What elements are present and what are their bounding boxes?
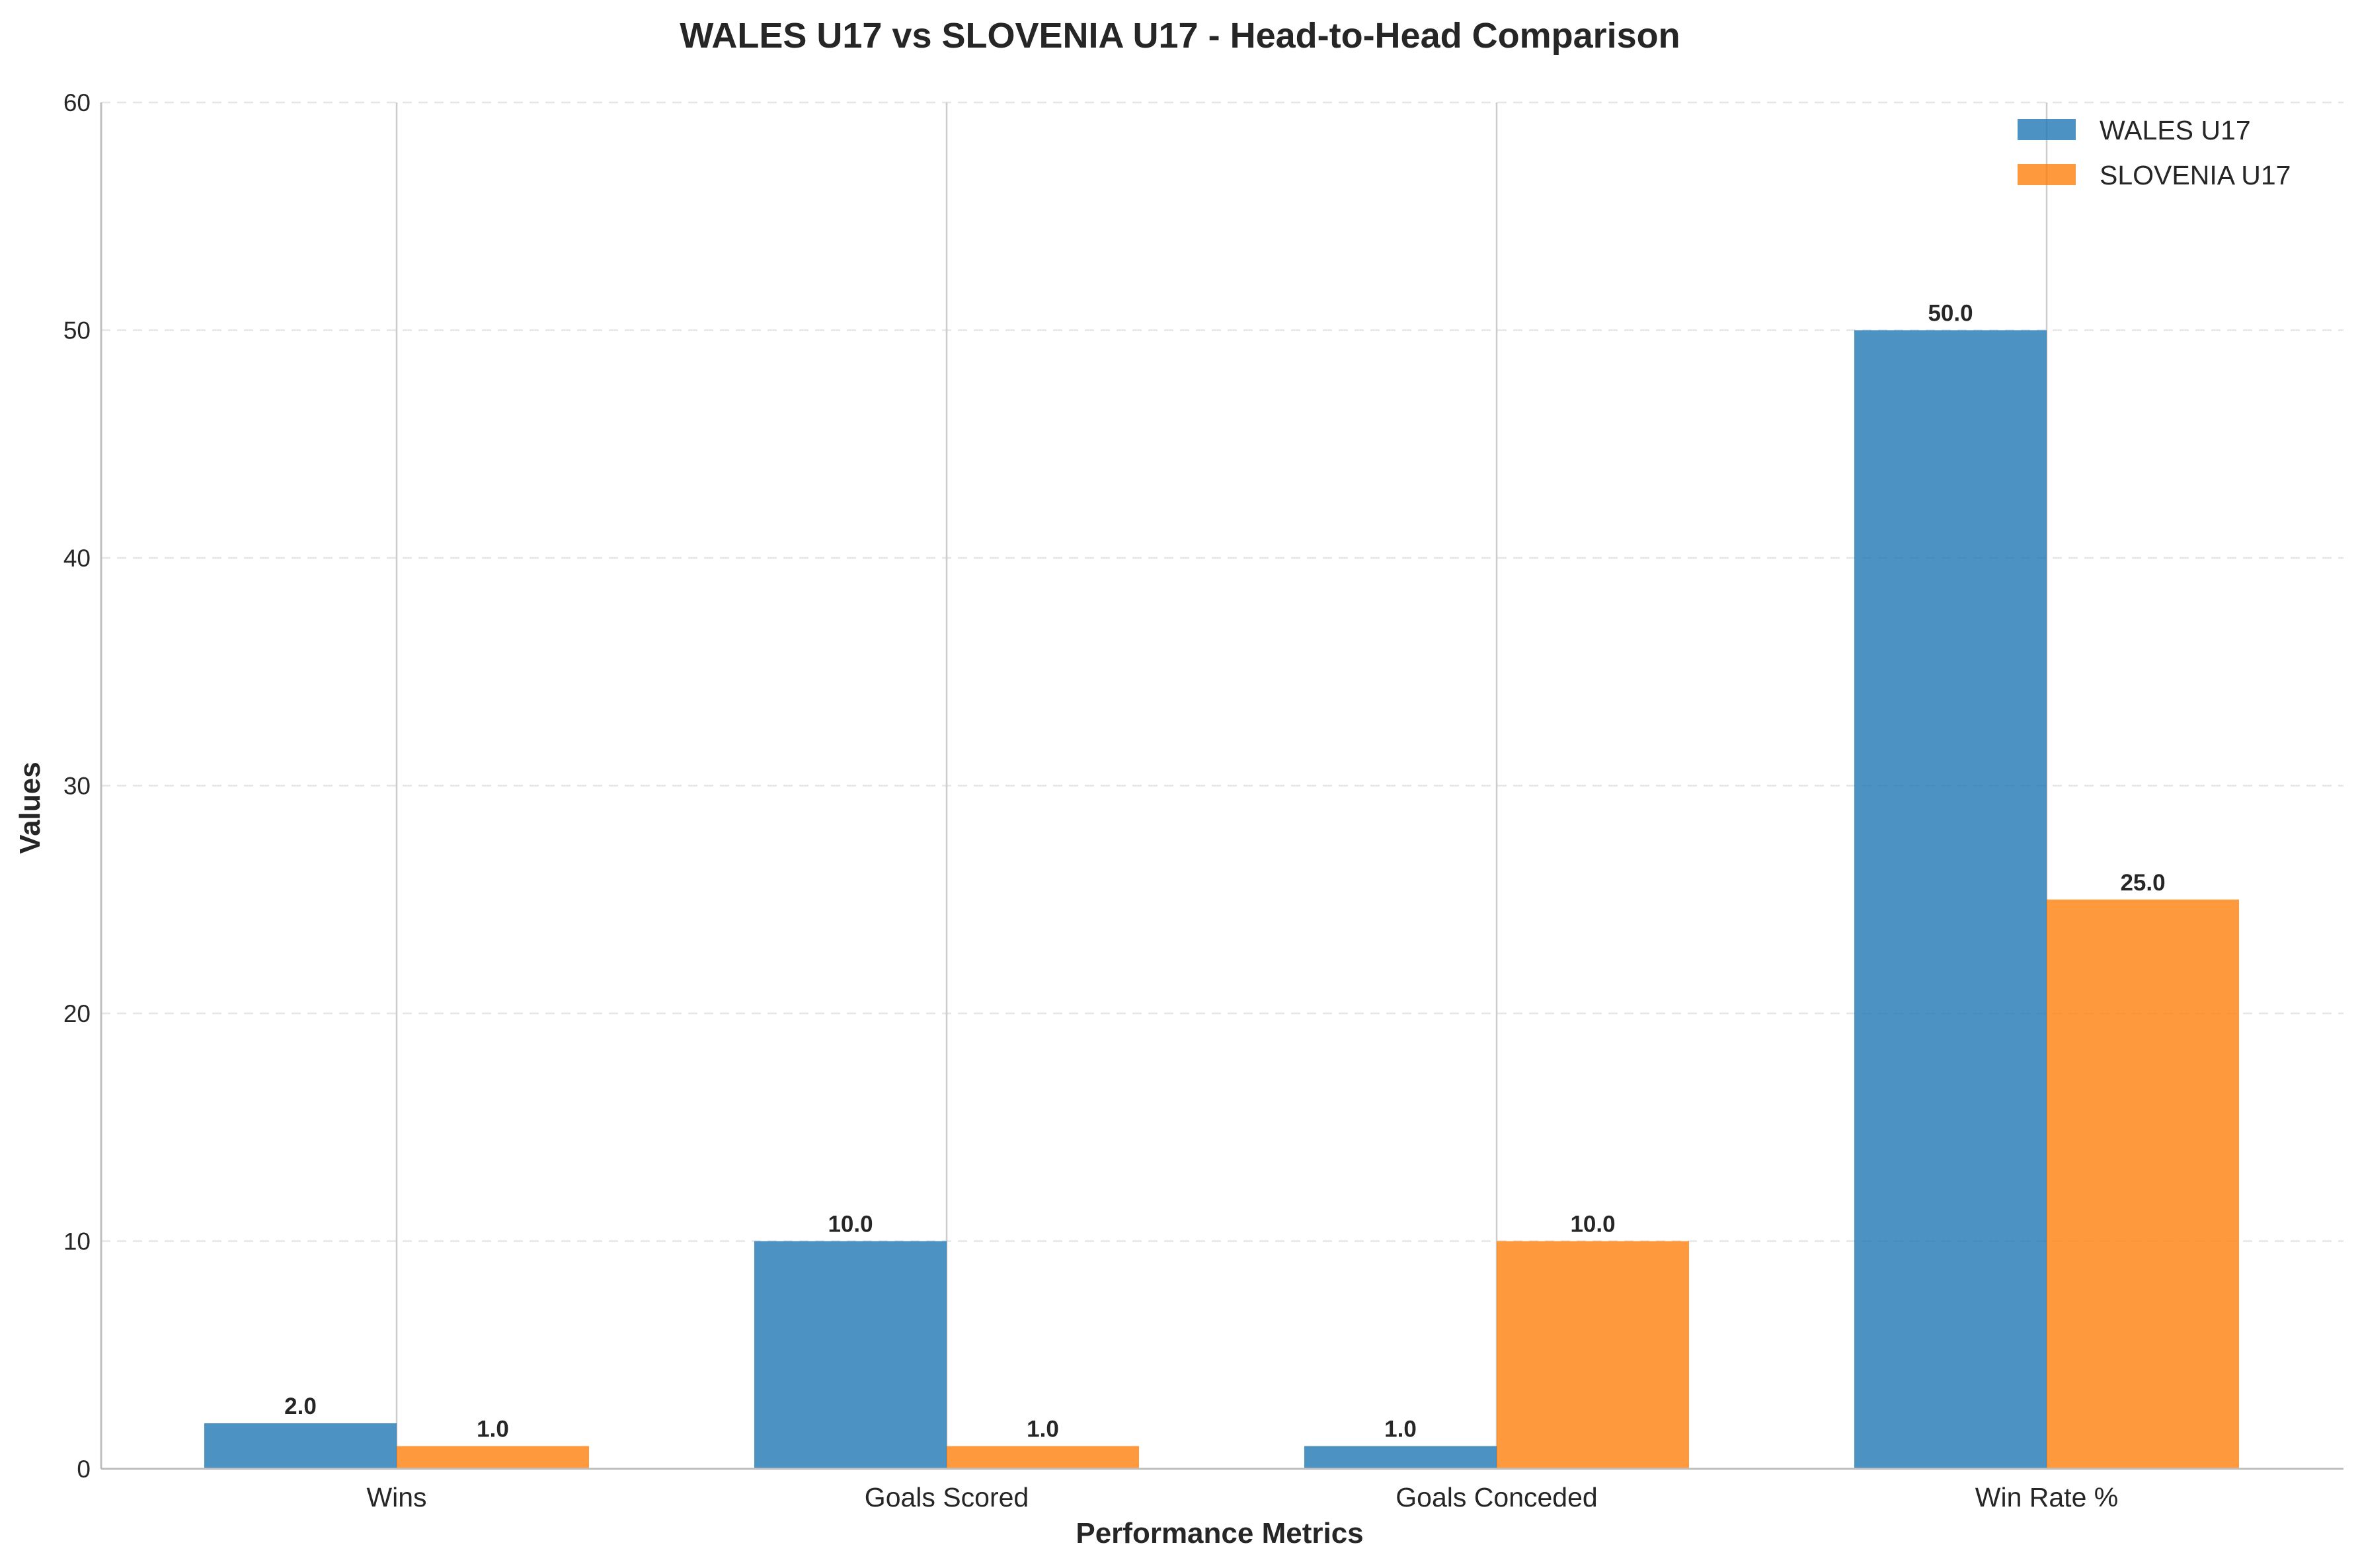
x-tick-label: Goals Scored bbox=[865, 1482, 1029, 1512]
y-tick-label: 30 bbox=[63, 773, 91, 800]
y-tick-label: 0 bbox=[77, 1456, 91, 1483]
bar-value-label: 1.0 bbox=[1027, 1417, 1059, 1442]
bar-value-label: 50.0 bbox=[1928, 301, 1973, 327]
x-tick-label: Win Rate % bbox=[1975, 1482, 2118, 1512]
y-tick-label: 20 bbox=[63, 1000, 91, 1027]
x-tick-label: Goals Conceded bbox=[1396, 1482, 1597, 1512]
y-tick-label: 40 bbox=[63, 545, 91, 572]
bar-value-label: 10.0 bbox=[1570, 1212, 1615, 1237]
bar bbox=[2047, 899, 2239, 1469]
bar bbox=[1854, 330, 2047, 1469]
bar bbox=[754, 1241, 947, 1469]
legend-label: SLOVENIA U17 bbox=[2100, 160, 2291, 190]
bar-value-label: 1.0 bbox=[477, 1417, 509, 1442]
bar bbox=[1497, 1241, 1689, 1469]
legend-swatch bbox=[2018, 164, 2076, 185]
data-labels: 2.0 10.0 1.0 50.0 1.0 1.0 10.0 25.0 bbox=[284, 301, 2165, 1442]
bar-value-label: 10.0 bbox=[828, 1212, 873, 1237]
axes: 0 10 20 30 40 50 60 Wins Goals Scored Goals Conce… bbox=[63, 89, 2343, 1512]
legend-label: WALES U17 bbox=[2100, 115, 2251, 145]
y-tick-label: 50 bbox=[63, 317, 91, 344]
bar bbox=[397, 1446, 589, 1469]
bar bbox=[947, 1446, 1139, 1469]
bar-value-label: 25.0 bbox=[2120, 870, 2165, 896]
chart-title: WALES U17 vs SLOVENIA U17 - Head-to-Head… bbox=[680, 16, 1680, 56]
x-axis-label: Performance Metrics bbox=[1076, 1517, 1363, 1549]
bar-value-label: 1.0 bbox=[1384, 1417, 1417, 1442]
x-tick-label: Wins bbox=[366, 1482, 426, 1512]
legend-swatch bbox=[2018, 119, 2076, 140]
bar-value-label: 2.0 bbox=[284, 1393, 317, 1419]
y-tick-label: 10 bbox=[63, 1228, 91, 1255]
bar bbox=[1304, 1446, 1497, 1469]
y-axis-label: Values bbox=[14, 762, 46, 853]
y-tick-label: 60 bbox=[63, 89, 91, 116]
legend: WALES U17 SLOVENIA U17 bbox=[2018, 115, 2291, 190]
bars bbox=[204, 330, 2239, 1469]
bar bbox=[204, 1423, 397, 1469]
